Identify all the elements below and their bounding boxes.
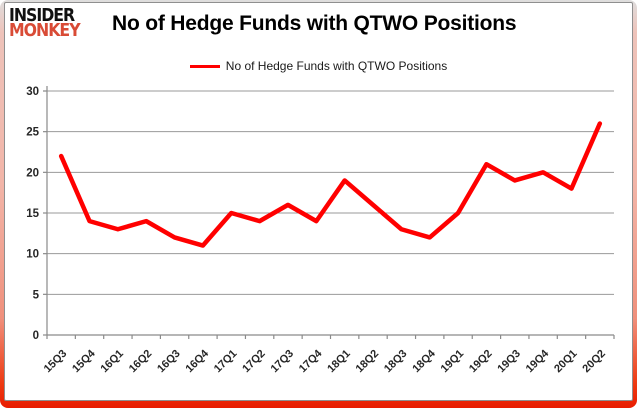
svg-text:15Q4: 15Q4: [70, 347, 98, 375]
svg-text:20: 20: [26, 167, 39, 179]
legend: No of Hedge Funds with QTWO Positions: [5, 58, 632, 74]
series-line: [58, 121, 603, 248]
svg-text:5: 5: [33, 289, 40, 301]
y-axis-labels: 0 5 10 15 20 25 30: [26, 86, 39, 342]
svg-text:17Q1: 17Q1: [212, 348, 240, 376]
gridlines: [47, 90, 614, 295]
svg-text:20Q2: 20Q2: [580, 348, 608, 376]
legend-label: No of Hedge Funds with QTWO Positions: [225, 59, 448, 73]
svg-text:16Q4: 16Q4: [184, 347, 212, 375]
x-axis-labels: 15Q3 15Q4 16Q1 16Q2 16Q3 16Q4 17Q1 17Q2 17Q3 17Q4…: [42, 347, 608, 375]
hedge-funds-line-chart: 0 5 10 15 20 25 30 15Q3 15Q4 16Q1 16Q2 16Q3 16Q4 17Q1…: [26, 86, 615, 375]
svg-text:16Q2: 16Q2: [127, 348, 155, 376]
svg-text:15Q3: 15Q3: [42, 348, 70, 376]
svg-text:17Q3: 17Q3: [269, 348, 297, 376]
svg-text:0: 0: [33, 330, 39, 342]
svg-text:25: 25: [26, 127, 39, 139]
insider-monkey-logo: INSIDER MONKEY: [9, 6, 109, 41]
svg-text:17Q4: 17Q4: [297, 347, 325, 375]
svg-text:18Q4: 18Q4: [410, 347, 438, 375]
svg-text:19Q3: 19Q3: [495, 348, 523, 376]
svg-text:10: 10: [26, 249, 39, 261]
svg-text:17Q2: 17Q2: [240, 348, 268, 376]
chart-card: INSIDER MONKEY No of Hedge Funds with QT…: [4, 2, 633, 401]
svg-text:19Q4: 19Q4: [524, 347, 552, 375]
legend-line-swatch: [189, 64, 220, 68]
svg-text:19Q2: 19Q2: [467, 348, 495, 376]
axes: [43, 86, 615, 339]
svg-text:18Q2: 18Q2: [354, 348, 382, 376]
svg-text:16Q1: 16Q1: [98, 348, 126, 376]
chart-title: No of Hedge Funds with QTWO Positions: [112, 12, 517, 35]
svg-text:18Q3: 18Q3: [382, 348, 410, 376]
svg-text:16Q3: 16Q3: [155, 348, 183, 376]
svg-text:15: 15: [26, 208, 39, 220]
logo-insider-text: INSIDER: [9, 6, 75, 26]
logo-monkey-text: MONKEY: [9, 20, 81, 41]
svg-text:18Q1: 18Q1: [325, 348, 353, 376]
svg-text:30: 30: [26, 86, 39, 98]
svg-text:19Q1: 19Q1: [439, 348, 467, 376]
svg-text:20Q1: 20Q1: [552, 348, 580, 376]
